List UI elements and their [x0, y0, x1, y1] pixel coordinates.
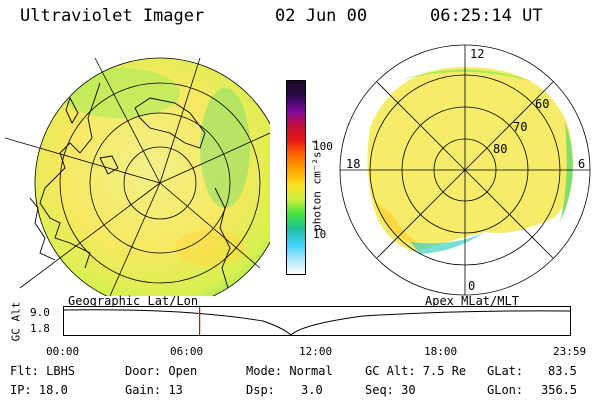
magnetic-image-panel: [339, 44, 591, 296]
timeline-y-tick-high: 9.0: [30, 306, 50, 319]
timeline-plot: [63, 306, 571, 336]
mlat-label-80: 80: [493, 142, 508, 156]
geo-grid: [4, 57, 270, 296]
geo-auroral-image: [35, 58, 270, 296]
status-ip: IP: 18.0: [10, 383, 68, 397]
status-glon-value: 356.5: [541, 383, 578, 397]
date-label: 02 Jun 00: [275, 6, 368, 26]
status-filter: Flt: LBHS: [10, 364, 76, 378]
colorbar: [286, 80, 306, 275]
mlt-label-18: 18: [346, 157, 361, 171]
timeline-x-tick-1800: 18:00: [424, 345, 458, 358]
timeline-x-tick-2359: 23:59: [553, 345, 587, 358]
geo-panel-label: Geographic Lat/Lon: [68, 294, 199, 308]
mlt-label-6: 6: [578, 157, 586, 171]
timeline-x-tick-1200: 12:00: [299, 345, 333, 358]
status-seq: Seq: 30: [365, 383, 416, 397]
status-door: Door: Open: [125, 364, 198, 378]
time-label: 06:25:14 UT: [430, 6, 543, 26]
status-glat-label: GLat:: [487, 364, 524, 378]
geo-coastlines: [29, 82, 231, 289]
status-dsp-label: Dsp:: [246, 383, 275, 397]
mlt-label-12: 12: [470, 47, 485, 61]
timeline-x-tick-0600: 06:00: [170, 345, 204, 358]
status-glon-label: GLon:: [487, 383, 524, 397]
timeline-y-label: GC Alt: [9, 301, 23, 342]
mlt-label-0: 0: [468, 279, 476, 293]
mlat-label-60: 60: [535, 97, 550, 111]
status-mode: Mode: Normal: [246, 364, 333, 378]
colorbar-gradient: [286, 80, 306, 275]
mlat-label-70: 70: [513, 120, 528, 134]
timeline-y-tick-low: 1.8: [30, 322, 50, 335]
status-gc-alt: GC Alt: 7.5 Re: [365, 364, 467, 378]
mag-panel-label: Apex MLat/MLT: [425, 294, 519, 308]
mag-grid: [339, 44, 591, 296]
status-glat-value: 83.5: [548, 364, 577, 378]
timeline-x-tick-0000: 00:00: [46, 345, 80, 358]
orbit-altitude-curve: [63, 309, 571, 336]
instrument-title: Ultraviolet Imager: [20, 6, 205, 26]
colorbar-unit-label: photon cm⁻²s⁻¹: [310, 138, 324, 231]
colorbar-tick-10: 10: [313, 228, 327, 241]
geographic-image-panel: [4, 57, 270, 296]
status-gain: Gain: 13: [125, 383, 183, 397]
colorbar-tick-100: 100: [313, 140, 333, 153]
status-dsp-value: 3.0: [301, 383, 323, 397]
